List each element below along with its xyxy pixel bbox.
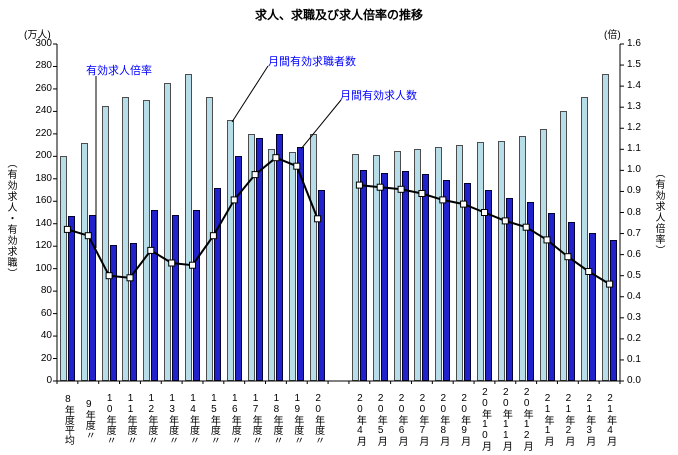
right-axis-tick-label: 1.5 — [627, 59, 641, 71]
right-axis-tick-label: 0.6 — [627, 248, 641, 260]
x-axis-label: 8年度平均 — [62, 393, 74, 445]
left-axis-tick-label: 100 — [35, 262, 52, 274]
right-axis-tick-label: 0.1 — [627, 353, 641, 365]
x-axis-label: 15年度〃 — [208, 393, 220, 445]
right-axis-tick-label: 0.4 — [627, 290, 641, 302]
x-axis-label: 20年11月 — [500, 387, 512, 451]
left-axis-unit: (万人) — [24, 30, 51, 41]
right-axis-tick-label: 1.0 — [627, 164, 641, 176]
x-axis-label: 20年9月 — [458, 392, 470, 446]
x-axis-label: 20年12月 — [521, 387, 533, 451]
annotation-seekers: 月間有効求職者数 — [268, 56, 356, 68]
bar-seekers — [60, 156, 67, 381]
x-axis-label: 14年度〃 — [187, 393, 199, 445]
left-axis-tick-label: 120 — [35, 240, 52, 252]
right-axis-tick-label: 0.8 — [627, 206, 641, 218]
right-axis-tick-label: 0.9 — [627, 185, 641, 197]
left-axis-tick-label: 140 — [35, 217, 52, 229]
x-axis-label: 21年2月 — [562, 392, 574, 446]
x-axis-label: 20年4月 — [354, 392, 366, 446]
right-axis-tick-label: 0.7 — [627, 227, 641, 239]
x-axis-label: 20年5月 — [375, 392, 387, 446]
right-axis-tick-label: 1.1 — [627, 143, 641, 155]
x-axis-label: 21年1月 — [542, 392, 554, 446]
right-axis-tick-label: 1.2 — [627, 122, 641, 134]
left-axis-tick-label: 280 — [35, 60, 52, 72]
left-axis-tick-label: 160 — [35, 195, 52, 207]
left-axis-tick-label: 60 — [40, 307, 52, 319]
left-axis-tick-label: 240 — [35, 105, 52, 117]
x-axis-label: 21年4月 — [604, 392, 616, 446]
left-axis-tick-label: 0 — [46, 375, 52, 386]
left-axis-tick-label: 40 — [40, 330, 52, 342]
x-axis-label: 10年度〃 — [104, 393, 116, 445]
annotation-offers: 月間有効求人数 — [340, 90, 417, 102]
bar-seekers — [352, 154, 359, 381]
x-axis-label: 19年度〃 — [291, 393, 303, 445]
left-axis-tick-label: 300 — [35, 38, 52, 49]
x-axis-label: 11年度〃 — [124, 393, 136, 445]
left-axis-tick-label: 260 — [35, 82, 52, 94]
x-axis-label: 20年8月 — [437, 392, 449, 446]
right-axis-tick-label: 0.0 — [627, 375, 641, 386]
right-axis-unit: (倍) — [604, 30, 621, 41]
x-axis-label: 20年度〃 — [312, 393, 324, 445]
left-axis-tick-label: 220 — [35, 127, 52, 139]
right-axis-title: （有効求人倍率） — [653, 168, 664, 256]
chart-title: 求人、求職及び求人倍率の推移 — [254, 8, 423, 22]
right-axis-tick-label: 1.3 — [627, 101, 641, 113]
annotation-ratio: 有効求人倍率 — [86, 65, 152, 77]
x-axis-label: 17年度〃 — [250, 393, 262, 445]
right-axis-tick-label: 1.4 — [627, 80, 641, 92]
left-axis-tick-label: 80 — [40, 285, 52, 297]
x-axis-label: 20年7月 — [416, 392, 428, 446]
x-axis-label: 12年度〃 — [145, 393, 157, 445]
left-axis-tick-label: 180 — [35, 172, 52, 184]
left-axis-title: （有効求人・有効求職） — [5, 158, 16, 279]
left-axis-tick-label: 200 — [35, 150, 52, 162]
x-axis-label: 9年度〃 — [83, 398, 95, 440]
x-axis-label: 13年度〃 — [166, 393, 178, 445]
x-axis-label: 20年6月 — [396, 392, 408, 446]
left-axis-tick-label: 20 — [40, 352, 52, 364]
right-axis-tick-label: 1.6 — [627, 38, 641, 49]
right-axis-tick-label: 0.2 — [627, 332, 641, 344]
right-axis-tick-label: 0.5 — [627, 269, 641, 281]
x-axis-label: 21年3月 — [583, 392, 595, 446]
x-axis-label: 18年度〃 — [270, 393, 282, 445]
x-axis-label: 20年10月 — [479, 387, 491, 451]
right-axis-tick-label: 0.3 — [627, 311, 641, 323]
x-axis-label: 16年度〃 — [229, 393, 241, 445]
